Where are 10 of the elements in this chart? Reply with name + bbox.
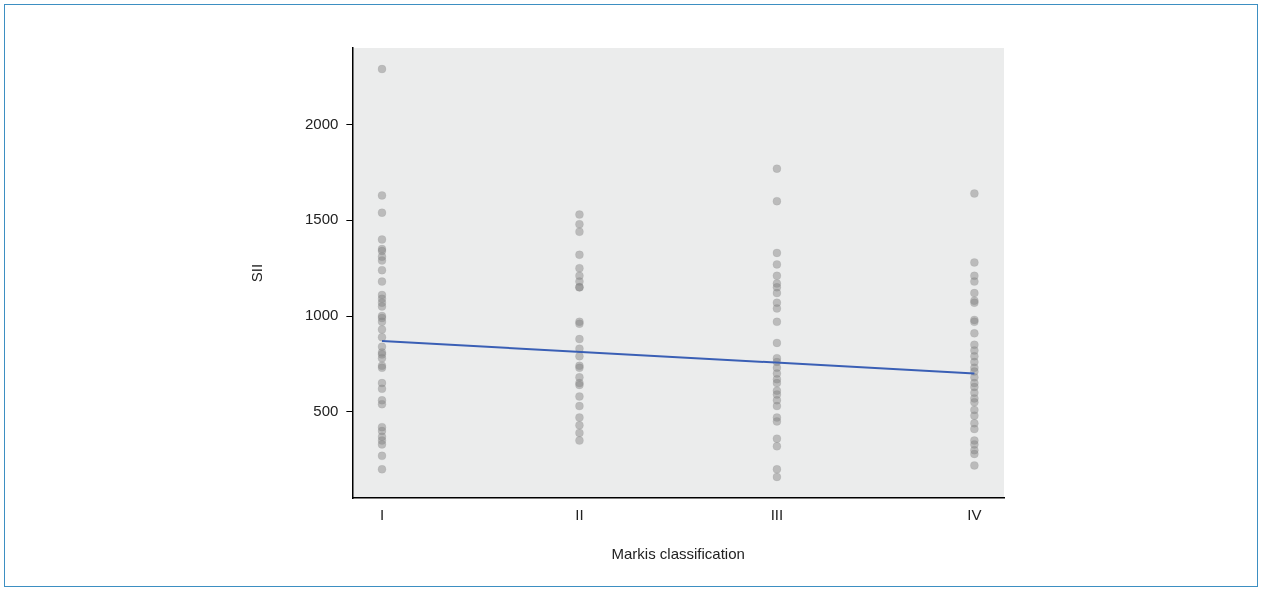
y-tick-label: 2000 bbox=[304, 114, 339, 132]
x-tick-label: III bbox=[770, 506, 784, 524]
x-axis-title: Markis classification bbox=[611, 545, 745, 563]
x-tick-label: I bbox=[379, 506, 385, 524]
y-tick-label: 1500 bbox=[304, 210, 339, 228]
x-tick-label: II bbox=[575, 506, 584, 524]
y-axis-title: SII bbox=[248, 263, 266, 283]
y-tick-label: 500 bbox=[313, 401, 339, 419]
y-tick-label: 1000 bbox=[304, 306, 339, 324]
x-tick-label: IV bbox=[967, 506, 982, 524]
